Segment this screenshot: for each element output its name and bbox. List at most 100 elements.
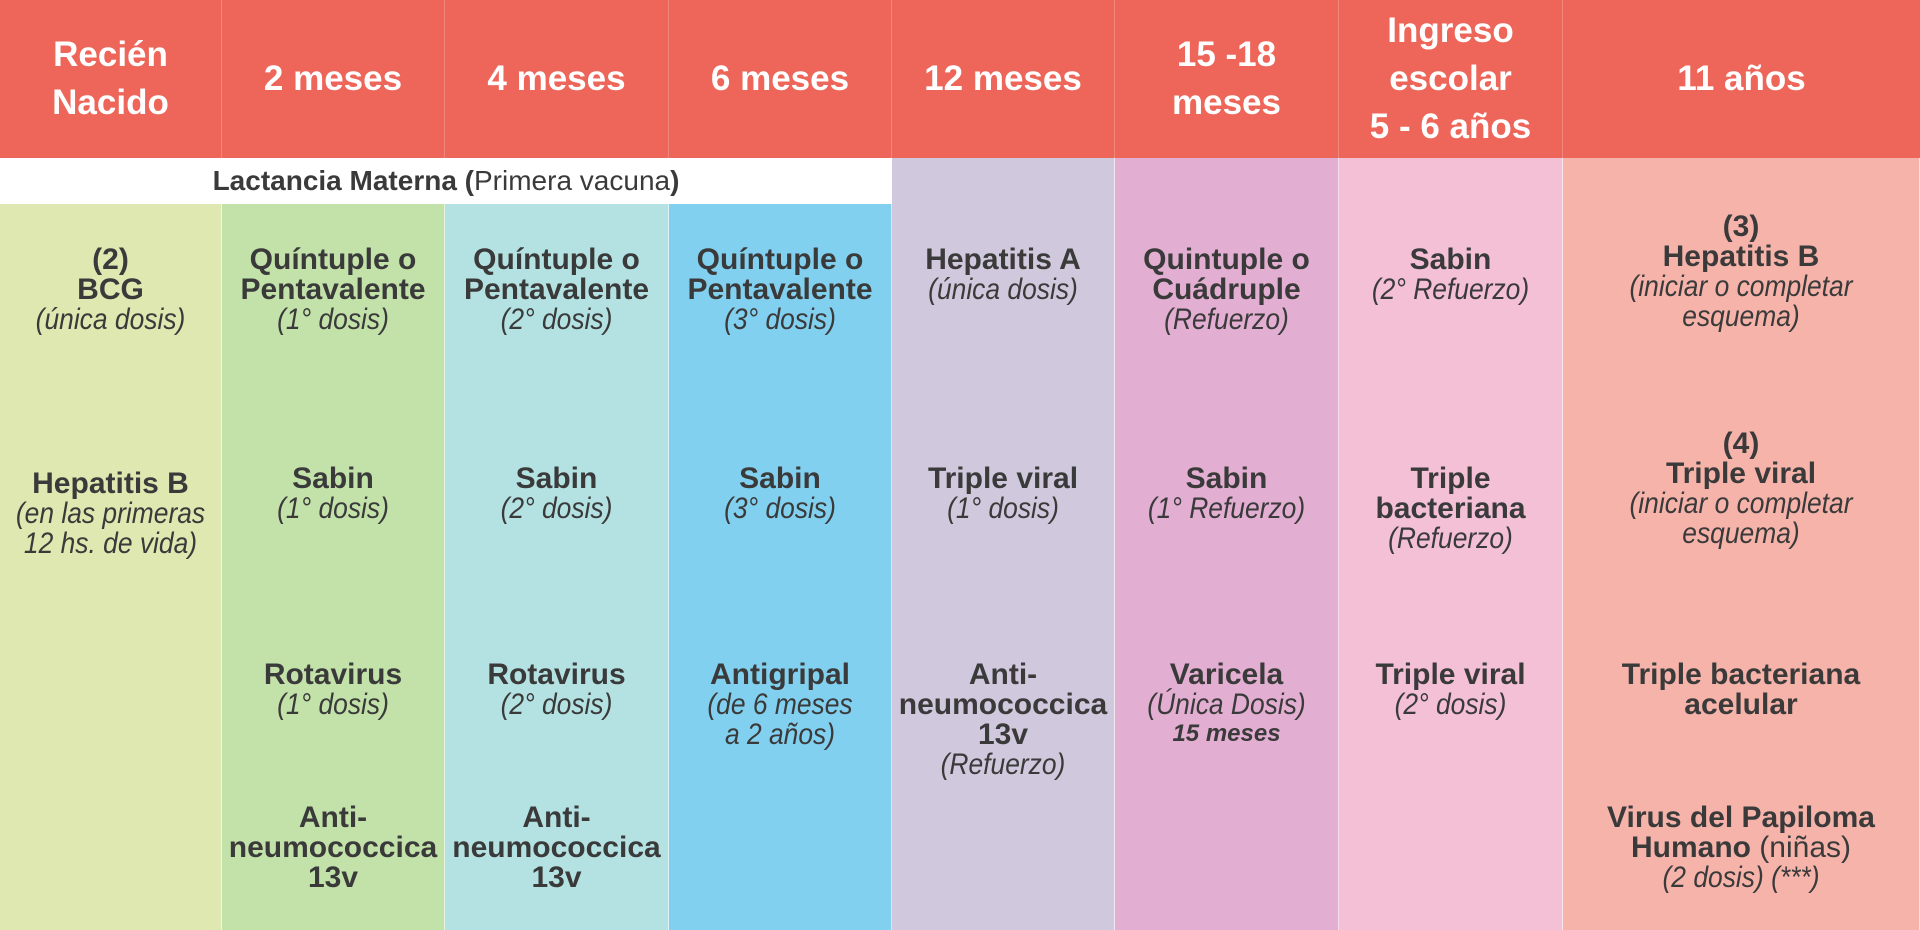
vaccine-name: Quíntuple o xyxy=(224,245,442,275)
header-line: 12 meses xyxy=(924,59,1082,98)
vaccine-name-text: Quíntuple o xyxy=(249,243,417,276)
vaccine-name-text: (3) xyxy=(1722,210,1760,243)
vaccine-name-text: acelular xyxy=(1684,688,1798,721)
vaccine-name-text: Hepatitis B xyxy=(32,467,189,500)
vaccine-name: 13v xyxy=(447,863,666,893)
vaccine-name-text: Anti- xyxy=(968,658,1038,691)
vaccine-name: Anti- xyxy=(894,660,1112,690)
vaccine-name: Triple viral xyxy=(894,464,1112,494)
dose-note: (1° dosis) xyxy=(947,492,1059,525)
vaccine-name-text: Anti- xyxy=(298,801,368,834)
header-line: 4 meses xyxy=(487,59,626,98)
vaccine-name: Sabin xyxy=(1341,245,1560,275)
lactancia-note: Primera vacuna xyxy=(474,165,671,196)
age-column: Quíntuple o Pentavalente (3° dosis) Sabin (3… xyxy=(669,204,892,930)
dose-note: (de 6 meses xyxy=(707,688,853,721)
vaccine-entry: Sabin (2° Refuerzo) xyxy=(1339,245,1562,305)
vaccine-name: Triple xyxy=(1341,464,1560,494)
vaccine-name: Triple bacteriana xyxy=(1565,660,1917,690)
vaccine-name: neumococcica xyxy=(894,690,1112,720)
dose-note: (2° dosis) xyxy=(500,303,613,336)
dose-note: a 2 años) xyxy=(724,718,836,751)
vaccine-entry: Sabin (3° dosis) xyxy=(669,464,891,524)
dose-note: (1° dosis) xyxy=(277,688,389,721)
vaccine-entry: Triple bacteriana (Refuerzo) xyxy=(1339,464,1562,554)
vaccine-name: Triple viral xyxy=(1341,660,1560,690)
vaccine-name-text: Triple viral xyxy=(927,462,1079,495)
header-line: meses xyxy=(1172,83,1281,122)
lactancia-label: Lactancia Materna ( xyxy=(212,165,474,196)
vaccine-entry: Quíntuple o Pentavalente (2° dosis) xyxy=(445,245,668,335)
vaccine-name-text: Sabin xyxy=(292,462,374,495)
vaccine-name: neumococcica xyxy=(224,833,442,863)
vaccine-name: Rotavirus xyxy=(224,660,442,690)
vaccine-name: Quíntuple o xyxy=(447,245,666,275)
vaccine-name: Anti- xyxy=(447,803,666,833)
dose-note: (2° dosis) xyxy=(500,688,613,721)
dose-note: (1° dosis) xyxy=(277,492,389,525)
vaccine-name-text: Triple bacteriana xyxy=(1621,658,1861,691)
vaccine-name-text: neumococcica xyxy=(452,831,661,864)
vaccine-name-text: Quintuple o xyxy=(1143,243,1310,276)
dose-note: (Refuerzo) xyxy=(1164,303,1289,336)
vaccine-name: BCG xyxy=(2,275,219,305)
vaccine-entry: Antigripal (de 6 meses a 2 años) xyxy=(669,660,891,750)
vaccine-name-text: Hepatitis B xyxy=(1662,240,1820,273)
vaccine-entry: (2) BCG (única dosis) xyxy=(0,245,221,335)
vaccine-name-text: Cuádruple xyxy=(1152,273,1301,306)
header-line: escolar xyxy=(1389,59,1512,98)
header-line: Recién xyxy=(53,35,168,74)
vaccine-entry: Sabin (1° dosis) xyxy=(222,464,444,524)
vaccine-name-text: Rotavirus xyxy=(487,658,626,691)
vaccine-entry: Varicela (Única Dosis) 15 meses xyxy=(1115,660,1338,748)
vaccine-name-text: Varicela xyxy=(1169,658,1284,691)
header-cell: 4 meses xyxy=(445,0,669,158)
vaccine-name-text: Rotavirus xyxy=(263,658,403,691)
header-line: Nacido xyxy=(52,83,169,122)
vaccine-name: Triple viral xyxy=(1565,459,1917,489)
dose-note: (3° dosis) xyxy=(724,492,836,525)
vaccine-name: Pentavalente xyxy=(224,275,442,305)
dose-note: (iniciar o completar xyxy=(1629,270,1853,303)
vaccine-entry: Triple bacteriana acelular xyxy=(1563,660,1919,720)
dose-note: (1° Refuerzo) xyxy=(1147,492,1306,525)
header-line: 2 meses xyxy=(263,59,403,98)
vaccine-name-text: Pentavalente xyxy=(240,273,426,306)
dose-note: (Refuerzo) xyxy=(1388,522,1513,555)
vaccine-name-text: Sabin xyxy=(515,462,598,495)
header-cell: 12 meses xyxy=(892,0,1115,158)
vaccine-entry: Quíntuple o Pentavalente (3° dosis) xyxy=(669,245,891,335)
dose-note: (2° Refuerzo) xyxy=(1371,273,1530,306)
vaccine-entry: Triple viral (2° dosis) xyxy=(1339,660,1562,720)
vaccine-entry: Anti-neumococcica 13v (Refuerzo) xyxy=(892,660,1114,780)
vaccine-entry: (3) Hepatitis B (iniciar o completar esquem… xyxy=(1563,212,1919,332)
vaccine-name: Sabin xyxy=(447,464,666,494)
vaccine-name: Antigripal xyxy=(671,660,889,690)
dose-note: (2 dosis) (***) xyxy=(1662,861,1820,894)
vaccine-entry: Triple viral (1° dosis) xyxy=(892,464,1114,524)
dose-note: 12 hs. de vida) xyxy=(23,527,198,560)
dose-note: (única dosis) xyxy=(928,273,1078,306)
vaccine-name: 13v xyxy=(894,720,1112,750)
header-line: 15 -18 xyxy=(1176,35,1277,74)
vaccine-name: Pentavalente xyxy=(671,275,889,305)
vaccine-name: Hepatitis A xyxy=(894,245,1112,275)
age-column: Quintuple o Cuádruple (Refuerzo) Sabin (1° R… xyxy=(1115,158,1339,930)
vaccine-name: Hepatitis B xyxy=(1565,242,1917,272)
vaccine-name-suffix: (niñas) xyxy=(1750,831,1852,864)
vaccine-name: bacteriana xyxy=(1341,494,1560,524)
dose-note: (única dosis) xyxy=(35,303,186,336)
vaccine-entry: Quintuple o Cuádruple (Refuerzo) xyxy=(1115,245,1338,335)
header-cell: 2 meses xyxy=(222,0,445,158)
lactancia-materna-band: Lactancia Materna (Primera vacuna) xyxy=(0,158,892,204)
vaccine-name-text: 13v xyxy=(531,861,582,894)
vaccine-name: 13v xyxy=(224,863,442,893)
vaccine-name-text: 13v xyxy=(307,861,359,894)
vaccine-name: Virus del Papiloma xyxy=(1565,803,1917,833)
vaccine-name: Quíntuple o xyxy=(671,245,889,275)
vaccine-entry: Hepatitis A (única dosis) xyxy=(892,245,1114,305)
age-column: Sabin (2° Refuerzo) Triple bacteriana (Refue… xyxy=(1339,158,1563,930)
header-line: Ingreso xyxy=(1387,11,1514,50)
dose-note: esquema) xyxy=(1682,517,1800,550)
vaccine-name: (2) xyxy=(2,245,219,275)
